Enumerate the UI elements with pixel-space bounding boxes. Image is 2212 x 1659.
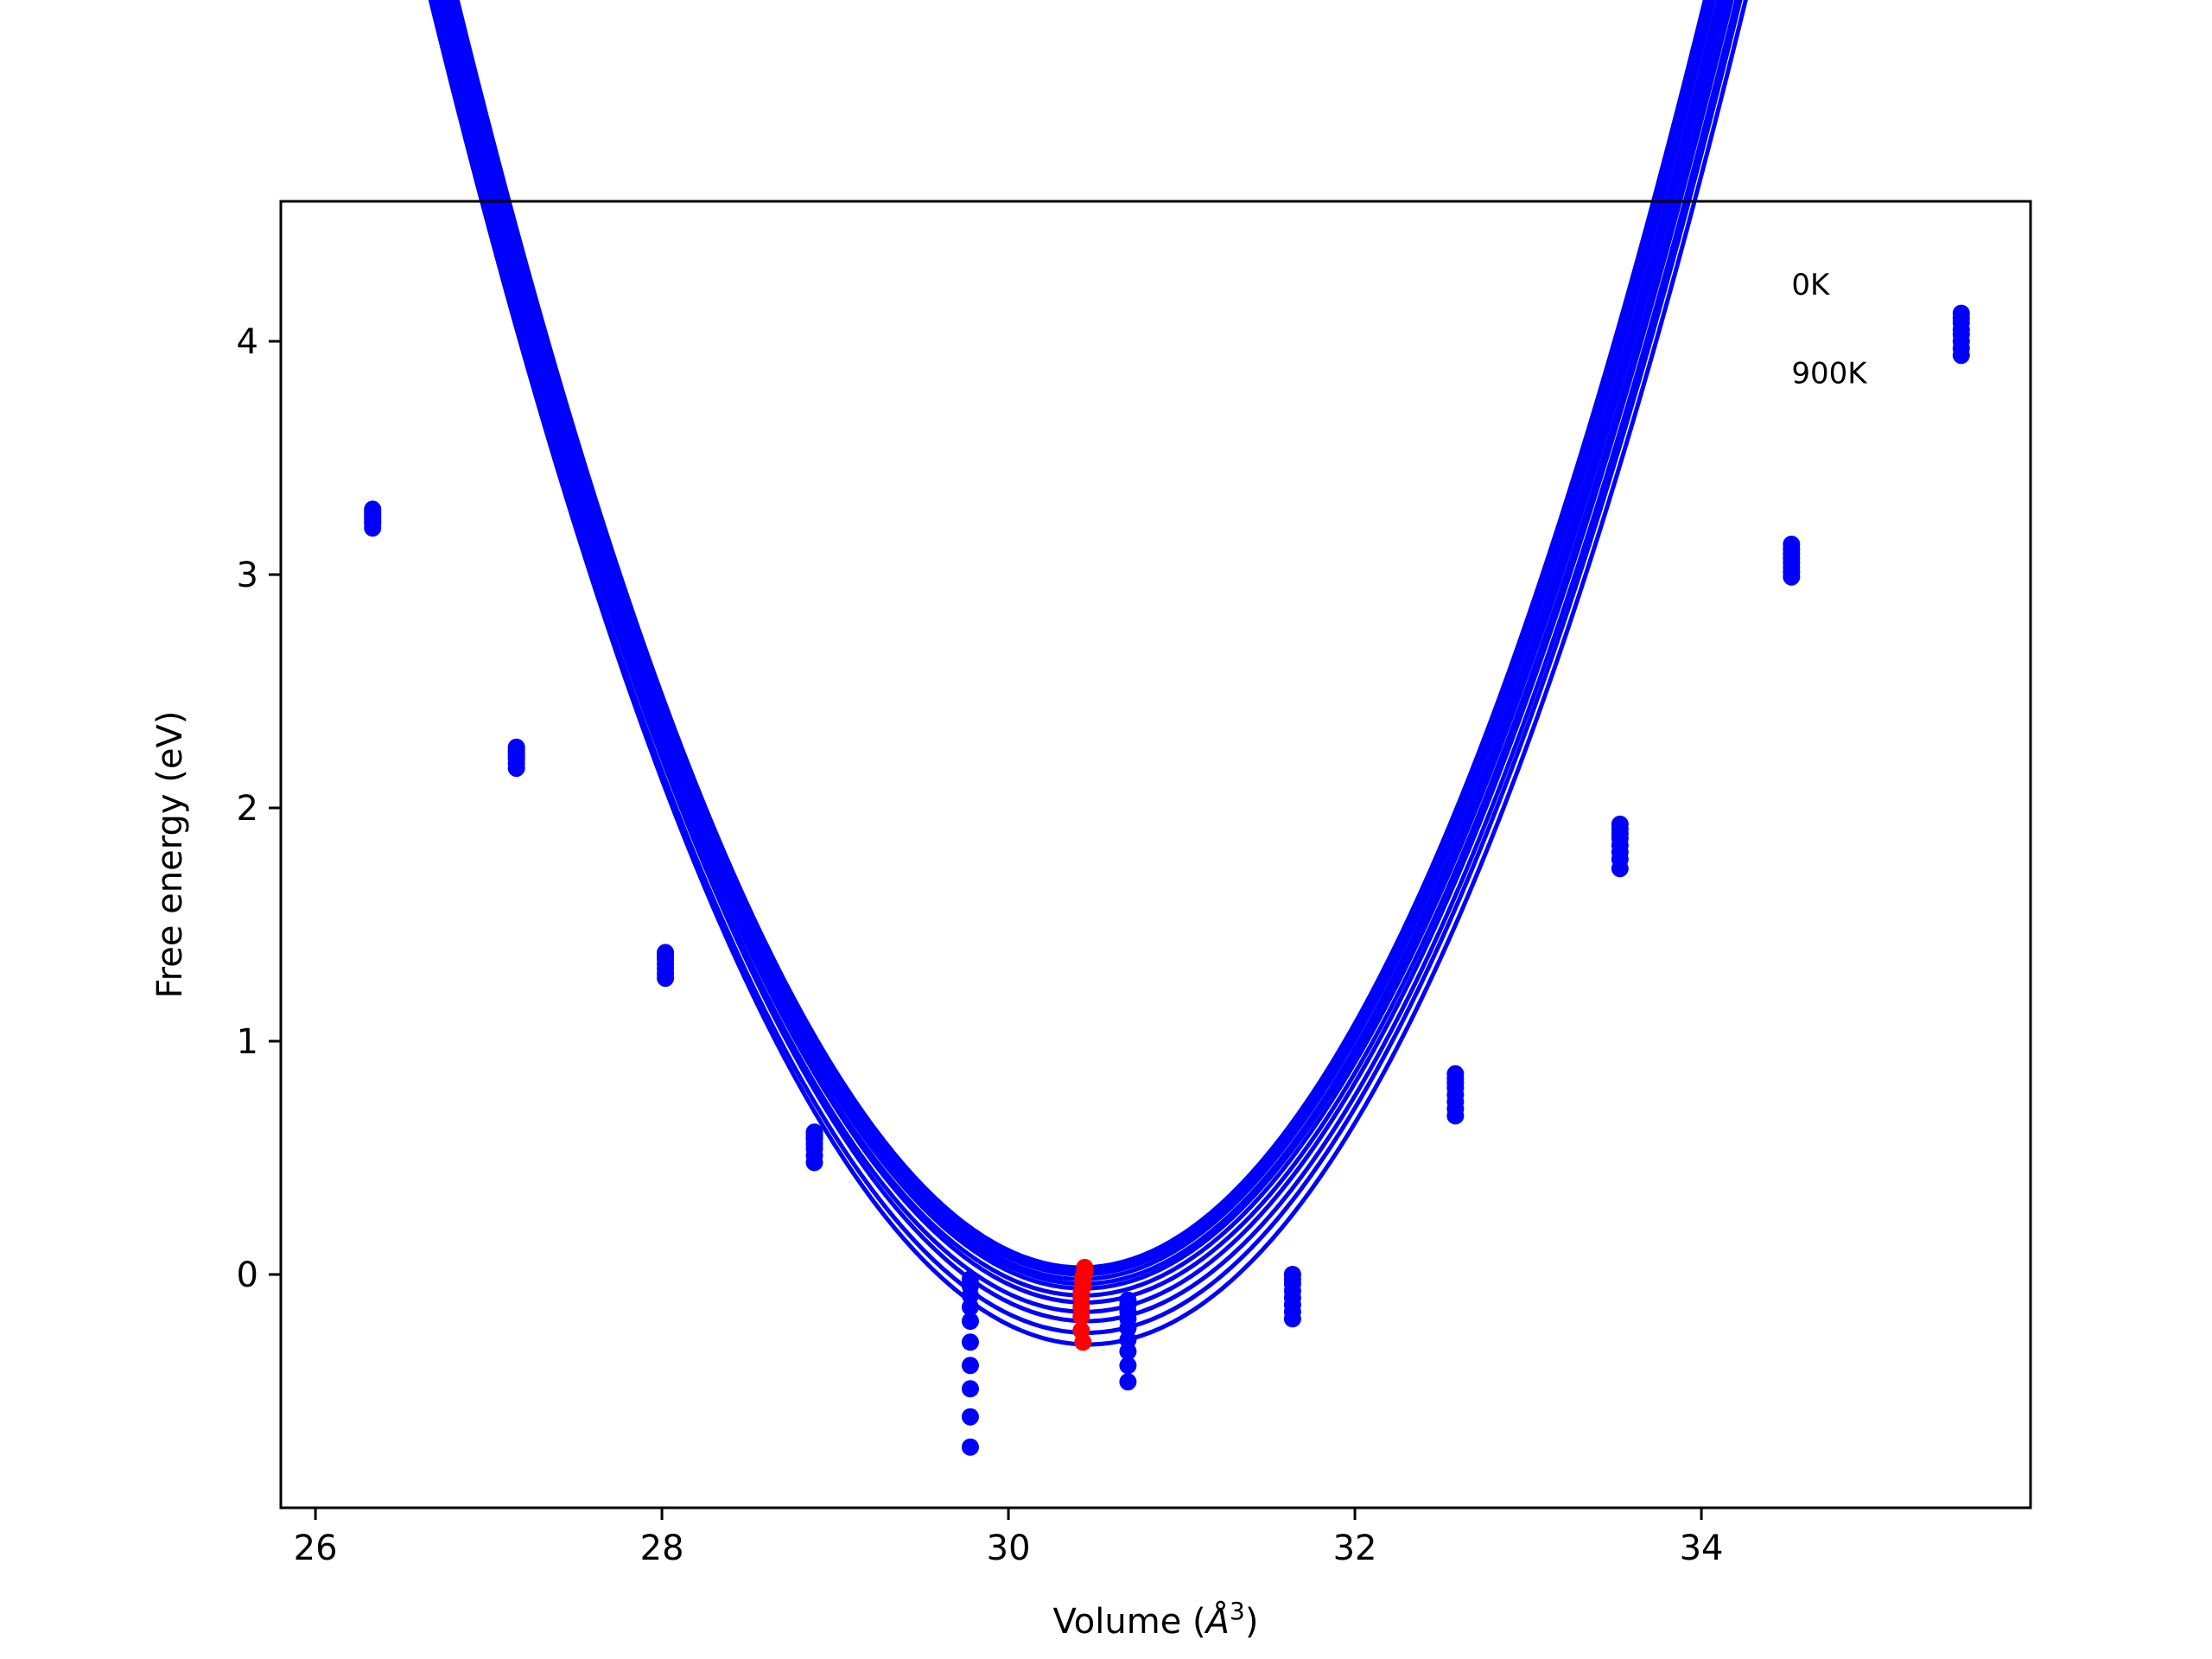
y-axis-ticks: 0 1 2 3 4 [237, 322, 281, 1295]
data-point-4-4 [961, 1313, 979, 1330]
annotation-1: 900K [1791, 357, 1868, 391]
data-point-1-7 [507, 760, 525, 778]
data-point-7-7 [1446, 1107, 1465, 1125]
x-tick-label: 26 [294, 1529, 338, 1568]
data-point-5-8 [1119, 1373, 1137, 1391]
data-point-8-7 [1611, 860, 1629, 878]
minima-points [1072, 1258, 1094, 1351]
x-axis-label-suffix: ) [1245, 1602, 1259, 1642]
x-axis-label-unit: Å [1204, 1600, 1230, 1642]
x-tick-label: 32 [1333, 1529, 1377, 1568]
fit-curve-6 [442, 0, 1724, 1291]
fit-curve-5 [445, 0, 1721, 1287]
fit-curves [428, 0, 1748, 1347]
fit-curve-12 [428, 0, 1748, 1347]
y-axis-label: Free energy (eV) [150, 711, 190, 999]
x-axis-label: Volume (Å3) [1053, 1597, 1259, 1643]
data-point-10-7 [1952, 346, 1970, 365]
annotation-0: 0K [1791, 268, 1831, 302]
fit-curve-11 [429, 0, 1743, 1335]
data-point-5-6 [1119, 1343, 1137, 1361]
y-tick-label: 4 [237, 322, 258, 362]
x-axis-label-prefix: Volume ( [1053, 1602, 1206, 1642]
data-point-2-7 [657, 969, 675, 988]
data-point-4-5 [961, 1333, 979, 1351]
data-point-5-7 [1119, 1357, 1137, 1375]
x-tick-label: 30 [987, 1529, 1031, 1568]
x-tick-label: 28 [640, 1529, 684, 1568]
plot-frame [279, 200, 2032, 1510]
x-axis-label-exponent: 3 [1230, 1597, 1245, 1625]
annotations: 0K 900K [1791, 268, 1868, 391]
fit-curve-8 [438, 0, 1732, 1305]
data-point-4-3 [961, 1298, 979, 1316]
x-tick-label: 34 [1680, 1529, 1724, 1568]
minimum-point-10 [1074, 1333, 1092, 1351]
data-point-4-9 [961, 1438, 979, 1456]
fit-curve-10 [434, 0, 1739, 1324]
data-point-6-7 [1283, 1310, 1301, 1328]
data-point-3-7 [805, 1154, 823, 1172]
x-axis-ticks: 26 28 30 32 34 [294, 1508, 1724, 1568]
fit-curve-3 [448, 0, 1714, 1277]
y-tick-label: 0 [237, 1255, 258, 1295]
data-point-9-7 [1783, 568, 1801, 586]
data-point-4-8 [961, 1408, 979, 1426]
data-points [364, 304, 1970, 1456]
data-point-4-7 [961, 1380, 979, 1398]
data-point-4-6 [961, 1357, 979, 1375]
y-tick-label: 1 [237, 1022, 258, 1062]
y-tick-label: 2 [237, 789, 258, 829]
y-tick-label: 3 [237, 556, 258, 595]
minimum-point-8 [1072, 1307, 1090, 1325]
data-point-0-7 [364, 519, 382, 537]
